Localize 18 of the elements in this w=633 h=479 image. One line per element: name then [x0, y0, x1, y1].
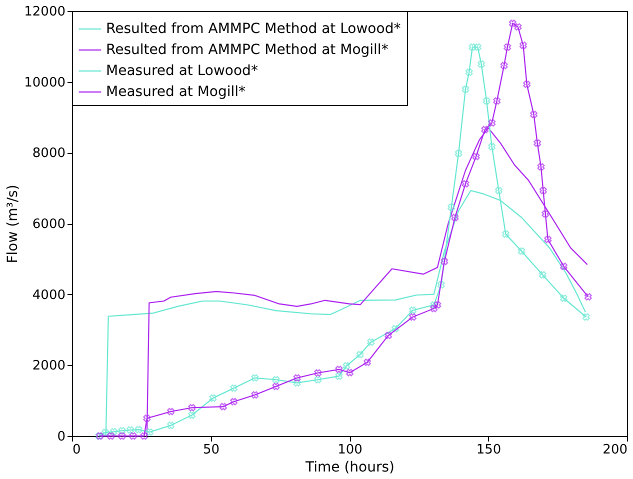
y-axis-title: Flow (m³/s) [5, 184, 22, 264]
x-tick-label: 200 [602, 442, 628, 458]
x-tick-label: 150 [476, 442, 502, 458]
legend-label: Measured at Lowood* [106, 63, 258, 79]
x-axis-title: Time (hours) [304, 460, 394, 476]
legend-label: Resulted from AMMPC Method at Mogill* [106, 42, 388, 58]
x-tick-label: 100 [338, 442, 362, 458]
y-tick-label: 10000 [24, 75, 66, 90]
y-tick-label: 2000 [32, 358, 66, 374]
x-tick-label: 0 [72, 442, 81, 458]
y-tick-label: 8000 [32, 146, 66, 162]
y-tick-label: 6000 [32, 217, 66, 232]
y-tick-label: 12000 [24, 4, 66, 20]
legend-label: Measured at Mogill* [106, 84, 246, 100]
legend-label: Resulted from AMMPC Method at Lowood* [106, 21, 401, 37]
x-tick-label: 50 [202, 442, 220, 458]
y-tick-label: 0 [57, 430, 66, 444]
y-tick-label: 4000 [32, 288, 66, 303]
